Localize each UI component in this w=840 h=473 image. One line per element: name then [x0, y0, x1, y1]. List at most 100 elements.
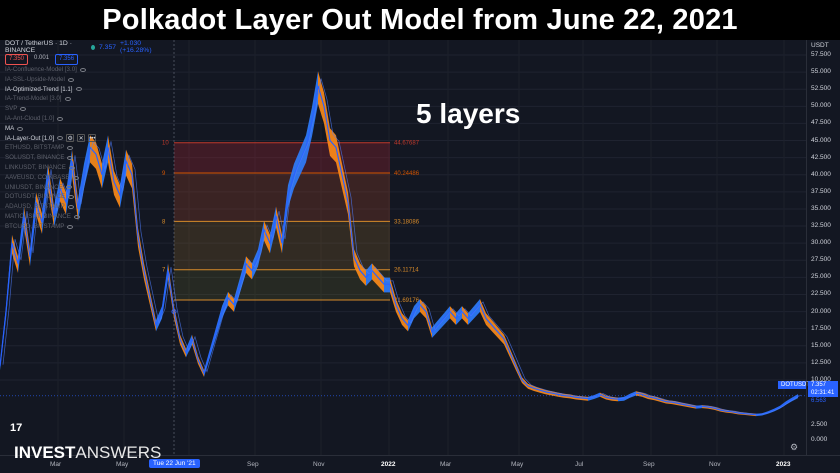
settings-gear-icon[interactable]: ⚙	[790, 442, 799, 452]
indicator-legend: DOT / TetherUS · 1D · BINANCE 7.357 +1.0…	[5, 40, 165, 232]
moving-average-line	[2, 78, 802, 415]
trend-band-segment	[330, 128, 336, 163]
indicator-name: SOLUSDT, BINANCE	[5, 154, 65, 162]
buy-price-button[interactable]: 7.356	[55, 54, 79, 65]
price-tick-label: 42.500	[811, 153, 831, 161]
time-tick-label: 2022	[381, 461, 396, 468]
chart-pane[interactable]: 44.67687 10 40.24486 9 33.18086 8 26.11714 7 21.…	[0, 40, 806, 455]
layer-zone	[174, 173, 390, 222]
eye-icon[interactable]	[67, 146, 74, 151]
price-chart[interactable]: 44.67687 10 40.24486 9 33.18086 8 26.11714 7 21.…	[0, 40, 806, 455]
indicator-item[interactable]: IA-Ant-Cloud [1.0]	[5, 114, 165, 124]
eye-icon[interactable]	[64, 97, 71, 102]
layer-price-label: 40.24486	[394, 171, 420, 177]
indicator-item[interactable]: SVP	[5, 104, 165, 114]
eye-icon[interactable]	[75, 87, 82, 92]
indicator-name: LINKUSDT, BINANCE	[5, 163, 66, 171]
eye-icon[interactable]	[67, 224, 74, 229]
indicator-item[interactable]: UNIUSDT, BINANCE	[5, 183, 165, 193]
price-tick-label: 50.000	[811, 102, 831, 110]
layer-index-label: 10	[162, 141, 169, 147]
indicator-item[interactable]: IA-Confluence-Model [3.0]	[5, 65, 165, 75]
time-tick-label: Nov	[313, 461, 325, 468]
logo-word-invest: INVEST	[14, 443, 76, 462]
axis-currency[interactable]: USDT	[811, 42, 829, 49]
indicator-name: ADAUSD, BITSTAMP	[5, 203, 65, 211]
investanswers-logo: INVESTANSWERS	[14, 443, 161, 463]
indicator-item[interactable]: MA	[5, 124, 165, 134]
eye-icon[interactable]	[65, 185, 72, 190]
eye-icon[interactable]	[68, 195, 75, 200]
layer-price-label: 21.69176	[394, 298, 420, 304]
eye-icon[interactable]	[79, 67, 86, 72]
price-line	[0, 85, 799, 416]
indicator-item[interactable]: IA-Optimized-Trend [1.1]	[5, 85, 165, 95]
indicator-name: IA-SSL-Upside-Model	[5, 75, 65, 83]
indicator-name: DOTUSDT, BINANCE	[5, 193, 66, 201]
last-price: 7.357	[99, 43, 117, 51]
indicator-item[interactable]: BTCUSD, BITSTAMP	[5, 222, 165, 232]
price-tick-label: 52.500	[811, 85, 831, 93]
indicator-item[interactable]: ETHUSD, BITSTAMP	[5, 143, 165, 153]
eye-icon[interactable]	[68, 165, 75, 170]
time-tick-label: May	[116, 461, 129, 468]
logo-word-answers: ANSWERS	[75, 443, 162, 462]
price-tick-label: 15.000	[811, 341, 831, 349]
layer-index-label: 8	[162, 219, 166, 225]
price-tick-label: 12.500	[811, 358, 831, 366]
price-tick-label: 32.500	[811, 222, 831, 230]
close-icon[interactable]: ✕	[77, 134, 86, 143]
eye-icon[interactable]	[57, 116, 64, 121]
symbol-row[interactable]: DOT / TetherUS · 1D · BINANCE 7.357 +1.0…	[5, 40, 165, 54]
eye-icon[interactable]	[17, 126, 24, 131]
indicator-item[interactable]: SOLUSDT, BINANCE	[5, 153, 165, 163]
sell-price-button[interactable]: 7.350	[5, 54, 29, 65]
price-tick-label: 37.500	[811, 187, 831, 195]
layers-annotation: 5 layers	[416, 98, 521, 129]
price-tick-label: 2.500	[811, 421, 828, 428]
price-tick-label: 17.500	[811, 324, 831, 332]
eye-icon[interactable]	[67, 205, 74, 210]
price-tick-label: 45.000	[811, 136, 831, 144]
price-tick-label: 30.000	[811, 239, 831, 247]
indicator-name: MA	[5, 124, 15, 132]
eye-icon[interactable]	[73, 214, 80, 219]
layer-index-label: 7	[162, 268, 166, 274]
indicator-name: IA-Trend-Model [3.0]	[5, 95, 62, 103]
indicator-name: UNIUSDT, BINANCE	[5, 183, 63, 191]
indicator-item[interactable]: LINKUSDT, BINANCE	[5, 163, 165, 173]
more-icon[interactable]: •••	[88, 134, 97, 143]
price-tick-label: 27.500	[811, 256, 831, 264]
indicator-item[interactable]: AAVEUSD, COINBASE	[5, 173, 165, 183]
price-tick-label: 40.000	[811, 170, 831, 178]
time-axis[interactable]: Mar May Sep Nov 2022 Mar May Jul Sep Nov 2023 Tue …	[0, 455, 840, 473]
layer-zone	[174, 269, 390, 301]
eye-icon[interactable]	[67, 77, 74, 82]
eye-icon[interactable]	[20, 107, 27, 112]
price-tick-label: 10.000	[811, 376, 831, 383]
eye-icon[interactable]	[72, 175, 79, 180]
low-tag: 6.563	[808, 397, 838, 405]
eye-icon[interactable]	[57, 136, 64, 141]
indicator-name: AAVEUSD, COINBASE	[5, 173, 70, 181]
eye-icon[interactable]	[67, 156, 74, 161]
indicator-name: MATICUSDT, BINANCE	[5, 212, 71, 220]
indicator-item[interactable]: DOTUSDT, BINANCE	[5, 192, 165, 202]
indicator-item[interactable]: IA-SSL-Upside-Model	[5, 75, 165, 85]
price-tick-label: 55.000	[811, 68, 831, 76]
symbol-name[interactable]: DOT / TetherUS · 1D · BINANCE	[5, 40, 72, 54]
time-tick-label: Sep	[247, 461, 259, 468]
settings-icon[interactable]: ⚙	[66, 134, 75, 143]
crosshair-date-label: Tue 22 Jun '21	[149, 459, 200, 468]
title-banner: Polkadot Layer Out Model from June 22, 2…	[0, 0, 840, 40]
spread-value: 0.001	[34, 55, 50, 61]
layer-zone	[174, 142, 390, 174]
indicator-item[interactable]: IA-Layer-Out [1.0] ⚙ ✕ •••	[5, 134, 165, 144]
indicator-item[interactable]: IA-Trend-Model [3.0]	[5, 94, 165, 104]
indicator-name: ETHUSD, BITSTAMP	[5, 144, 65, 152]
indicator-item[interactable]: ADAUSD, BITSTAMP	[5, 202, 165, 212]
price-change: +1.030 (+16.28%)	[120, 40, 152, 54]
last-price-tag: 7.357	[808, 381, 838, 389]
indicator-item[interactable]: MATICUSDT, BINANCE	[5, 212, 165, 222]
